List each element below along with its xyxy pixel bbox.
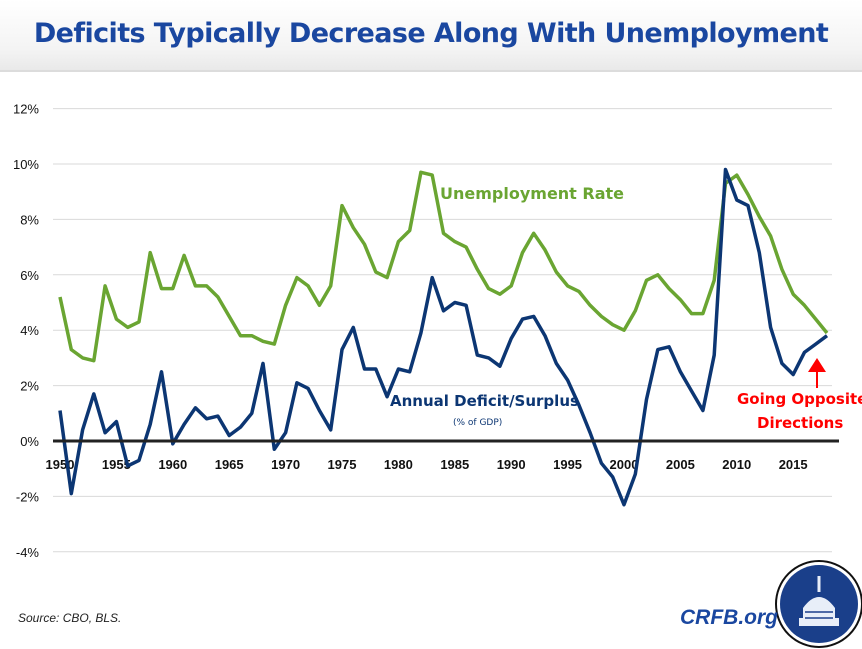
gridlines <box>53 108 832 553</box>
x-tick-label: 1950 <box>46 457 75 472</box>
crfb-logo <box>775 560 862 648</box>
x-axis-ticks: 1950 1955 1960 1965 1970 1975 1980 1985 1990 1995… <box>46 457 808 472</box>
x-tick-label: 1960 <box>158 457 187 472</box>
y-tick-label: -4% <box>16 545 40 560</box>
x-tick-label: 2000 <box>610 457 639 472</box>
series-lines <box>53 167 839 507</box>
y-tick-label: -2% <box>16 489 40 504</box>
page-title: Deficits Typically Decrease Along With U… <box>33 18 829 49</box>
source-note: Source: CBO, BLS. <box>18 611 122 625</box>
title-bar: Deficits Typically Decrease Along With U… <box>0 0 862 72</box>
series-label-deficit: Annual Deficit/Surplus <box>390 392 579 410</box>
series-label-deficit-unit: (% of GDP) <box>453 418 502 428</box>
annotation-line-1: Going Opposite <box>737 390 862 408</box>
x-tick-label: 1985 <box>440 457 469 472</box>
x-tick-label: 1970 <box>271 457 300 472</box>
y-tick-label: 8% <box>20 212 39 227</box>
y-tick-label: 4% <box>20 323 39 338</box>
y-tick-label: 2% <box>20 379 39 394</box>
x-tick-label: 1980 <box>384 457 413 472</box>
series-label-unemployment: Unemployment Rate <box>440 184 624 203</box>
y-tick-label: 10% <box>13 157 39 172</box>
x-tick-label: 1955 <box>102 457 131 472</box>
x-tick-label: 2015 <box>779 457 808 472</box>
x-tick-label: 1965 <box>215 457 244 472</box>
y-axis-ticks: 12% 10% 8% 6% 4% 2% 0% -2% -4% <box>13 102 39 560</box>
arrow-up-icon <box>808 358 826 388</box>
y-tick-label: 12% <box>13 102 39 117</box>
x-tick-label: 2010 <box>722 457 751 472</box>
y-tick-label: 0% <box>20 434 39 449</box>
annotation-line-2: Directions <box>757 414 843 432</box>
x-tick-label: 1990 <box>497 457 526 472</box>
x-tick-label: 1995 <box>553 457 582 472</box>
deficit-line <box>58 167 829 507</box>
brand-link[interactable]: CRFB.org <box>680 606 778 629</box>
x-tick-label: 2005 <box>666 457 695 472</box>
y-tick-label: 6% <box>20 268 39 283</box>
unemployment-rate-line <box>58 170 829 363</box>
x-tick-label: 1975 <box>328 457 357 472</box>
